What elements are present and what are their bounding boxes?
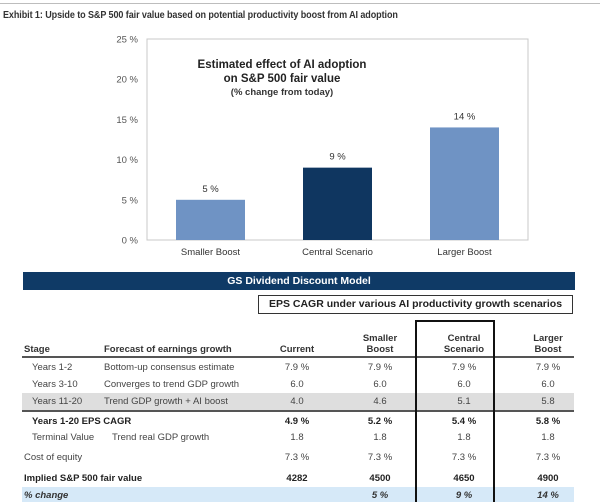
cell-larger: 14 % bbox=[537, 490, 559, 501]
cell-central: 9 % bbox=[455, 490, 473, 501]
eps-cagr-header: EPS CAGR under various AI productivity g… bbox=[258, 295, 573, 314]
cell-larger: 5.8 bbox=[541, 396, 555, 407]
cell-forecast: Converges to trend GDP growth bbox=[104, 379, 240, 390]
header-smaller-boost: Smaller Boost bbox=[345, 333, 415, 355]
cell-central: 5.1 bbox=[457, 396, 471, 407]
cell-forecast: Trend real GDP growth bbox=[112, 432, 210, 443]
cell-smaller: 6.0 bbox=[373, 379, 387, 390]
y-tick-label: 20 % bbox=[116, 75, 138, 86]
chart-title-line2: on S&P 500 fair value bbox=[224, 73, 341, 85]
table-row: Cost of equity 7.3 % 7.3 % 7.3 % 7.3 % bbox=[22, 449, 574, 466]
bar-value-label: 9 % bbox=[329, 152, 346, 163]
category-labels: Smaller Boost Central Scenario Larger Boos… bbox=[181, 247, 492, 258]
cell-central: 1.8 bbox=[457, 432, 471, 443]
header-smaller-line2: Boost bbox=[366, 344, 394, 355]
x-category-label: Larger Boost bbox=[437, 247, 492, 258]
bars bbox=[176, 127, 499, 240]
cell-stage: Years 11-20 bbox=[32, 396, 83, 407]
y-tick-label: 25 % bbox=[116, 35, 138, 46]
cell-stage: % change bbox=[24, 490, 69, 501]
header-larger-line1: Larger bbox=[533, 333, 563, 344]
header-central-line1: Central bbox=[447, 333, 481, 344]
cell-smaller: 7.9 % bbox=[367, 362, 393, 373]
cell-stage: Years 3-10 bbox=[32, 379, 78, 390]
table-row: Years 3-10 Converges to trend GDP growth… bbox=[22, 376, 574, 393]
bar-value-label: 14 % bbox=[454, 111, 476, 122]
table-row-highlight: % change 5 % 9 % 14 % bbox=[22, 487, 574, 502]
y-tick-label: 0 % bbox=[122, 236, 139, 247]
header-larger-line2: Boost bbox=[534, 344, 562, 355]
cell-current: 1.8 bbox=[290, 432, 304, 443]
cell-central: 6.0 bbox=[457, 379, 471, 390]
cell-smaller: 5 % bbox=[371, 490, 389, 501]
y-tick-label: 10 % bbox=[116, 155, 138, 166]
cell-larger: 6.0 bbox=[541, 379, 555, 390]
bar-chart: 0 % 5 % 10 % 15 % 20 % 25 % 5 % 9 % 14 % Smalle… bbox=[116, 35, 529, 258]
cell-current: 6.0 bbox=[290, 379, 304, 390]
header-rule bbox=[22, 356, 574, 358]
chart-title: Estimated effect of AI adoption bbox=[198, 59, 367, 71]
bar-central-scenario bbox=[303, 167, 372, 240]
cell-smaller: 4.6 bbox=[373, 396, 387, 407]
table-row: Years 1-20 EPS CAGR 4.9 % 5.2 % 5.4 % 5.… bbox=[22, 413, 574, 430]
y-tick-label: 5 % bbox=[122, 195, 139, 206]
cell-current: 4.9 % bbox=[284, 416, 310, 427]
cell-current: 7.3 % bbox=[284, 452, 310, 463]
model-banner: GS Dividend Discount Model bbox=[23, 272, 575, 290]
top-divider bbox=[0, 3, 600, 4]
cell-smaller: 5.2 % bbox=[367, 416, 393, 427]
bar-larger-boost bbox=[430, 127, 499, 240]
x-category-label: Smaller Boost bbox=[181, 247, 240, 258]
cell-current: 7.9 % bbox=[284, 362, 310, 373]
cell-stage: Years 1-2 bbox=[32, 362, 73, 373]
header-forecast: Forecast of earnings growth bbox=[104, 344, 232, 355]
header-central-scenario: Central Scenario bbox=[429, 333, 499, 355]
cell-central: 7.3 % bbox=[451, 452, 477, 463]
cell-larger: 7.3 % bbox=[535, 452, 561, 463]
cell-central: 5.4 % bbox=[451, 416, 477, 427]
cell-smaller: 1.8 bbox=[373, 432, 387, 443]
table-row: Years 1-2 Bottom-up consensus estimate 7… bbox=[22, 359, 574, 376]
bar-smaller-boost bbox=[176, 199, 245, 240]
table-row: Terminal Value Trend real GDP growth 1.8… bbox=[22, 429, 574, 446]
cell-stage: Cost of equity bbox=[24, 452, 83, 463]
table-row: Years 11-20 Trend GDP growth + AI boost … bbox=[22, 393, 574, 410]
exhibit-title: Exhibit 1: Upside to S&P 500 fair value … bbox=[3, 9, 398, 21]
value-labels: 5 % 9 % 14 % bbox=[202, 111, 476, 194]
bar-value-label: 5 % bbox=[202, 184, 219, 195]
header-stage: Stage bbox=[24, 344, 50, 355]
cell-larger: 1.8 bbox=[541, 432, 555, 443]
cell-central: 7.9 % bbox=[451, 362, 477, 373]
cell-current: 4282 bbox=[286, 473, 308, 484]
cell-current: 4.0 bbox=[290, 396, 304, 407]
y-axis-ticks: 0 % 5 % 10 % 15 % 20 % 25 % bbox=[116, 35, 138, 247]
table-row: Implied S&P 500 fair value 4282 4500 465… bbox=[22, 470, 574, 487]
cell-smaller: 7.3 % bbox=[367, 452, 393, 463]
cell-larger: 5.8 % bbox=[535, 416, 561, 427]
header-current: Current bbox=[279, 344, 315, 355]
header-larger-boost: Larger Boost bbox=[513, 333, 583, 355]
header-smaller-line1: Smaller bbox=[362, 333, 398, 344]
chart-subtitle: (% change from today) bbox=[231, 87, 333, 98]
section-rule bbox=[22, 410, 574, 412]
cell-central: 4650 bbox=[453, 473, 475, 484]
header-central-line2: Scenario bbox=[443, 344, 485, 355]
cell-forecast: Bottom-up consensus estimate bbox=[104, 362, 235, 373]
cell-stage: Implied S&P 500 fair value bbox=[24, 473, 143, 484]
cell-larger: 4900 bbox=[537, 473, 559, 484]
cell-larger: 7.9 % bbox=[535, 362, 561, 373]
x-category-label: Central Scenario bbox=[302, 247, 373, 258]
cell-stage: Years 1-20 EPS CAGR bbox=[32, 416, 132, 427]
cell-stage: Terminal Value bbox=[32, 432, 95, 443]
cell-smaller: 4500 bbox=[369, 473, 391, 484]
cell-forecast: Trend GDP growth + AI boost bbox=[104, 396, 228, 407]
y-tick-label: 15 % bbox=[116, 115, 138, 126]
